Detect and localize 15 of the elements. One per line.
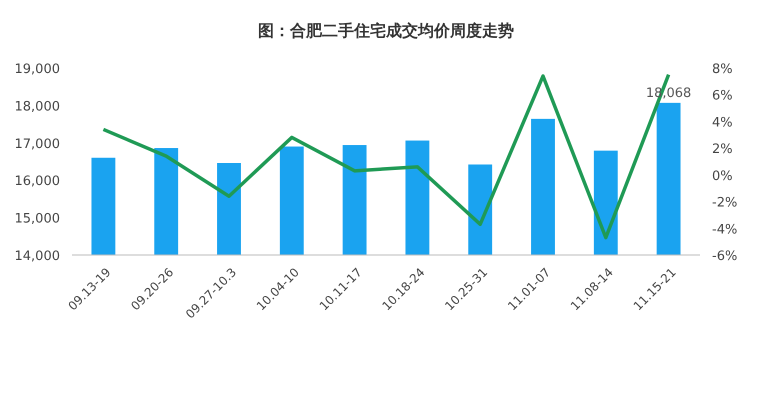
y-tick-label: 15,000: [14, 212, 60, 227]
y-tick-label: 19,000: [14, 62, 60, 77]
y2-tick-label: 4%: [712, 115, 733, 130]
y-tick-label: 14,000: [14, 249, 60, 264]
y2-tick-label: -6%: [712, 249, 738, 264]
y2-tick-label: -2%: [712, 196, 738, 211]
y2-tick-label: 8%: [712, 62, 733, 77]
y-tick-label: 18,000: [14, 99, 60, 114]
y2-tick-label: 0%: [712, 168, 733, 184]
y2-tick-label: -4%: [712, 222, 738, 238]
chart-title: 图：合肥二手住宅成交均价周度走势: [258, 21, 514, 40]
y2-tick-label: 6%: [712, 88, 733, 104]
y-tick-label: 16,000: [14, 174, 60, 190]
y-tick-label: 17,000: [14, 136, 60, 152]
y2-tick-label: 2%: [712, 142, 733, 158]
